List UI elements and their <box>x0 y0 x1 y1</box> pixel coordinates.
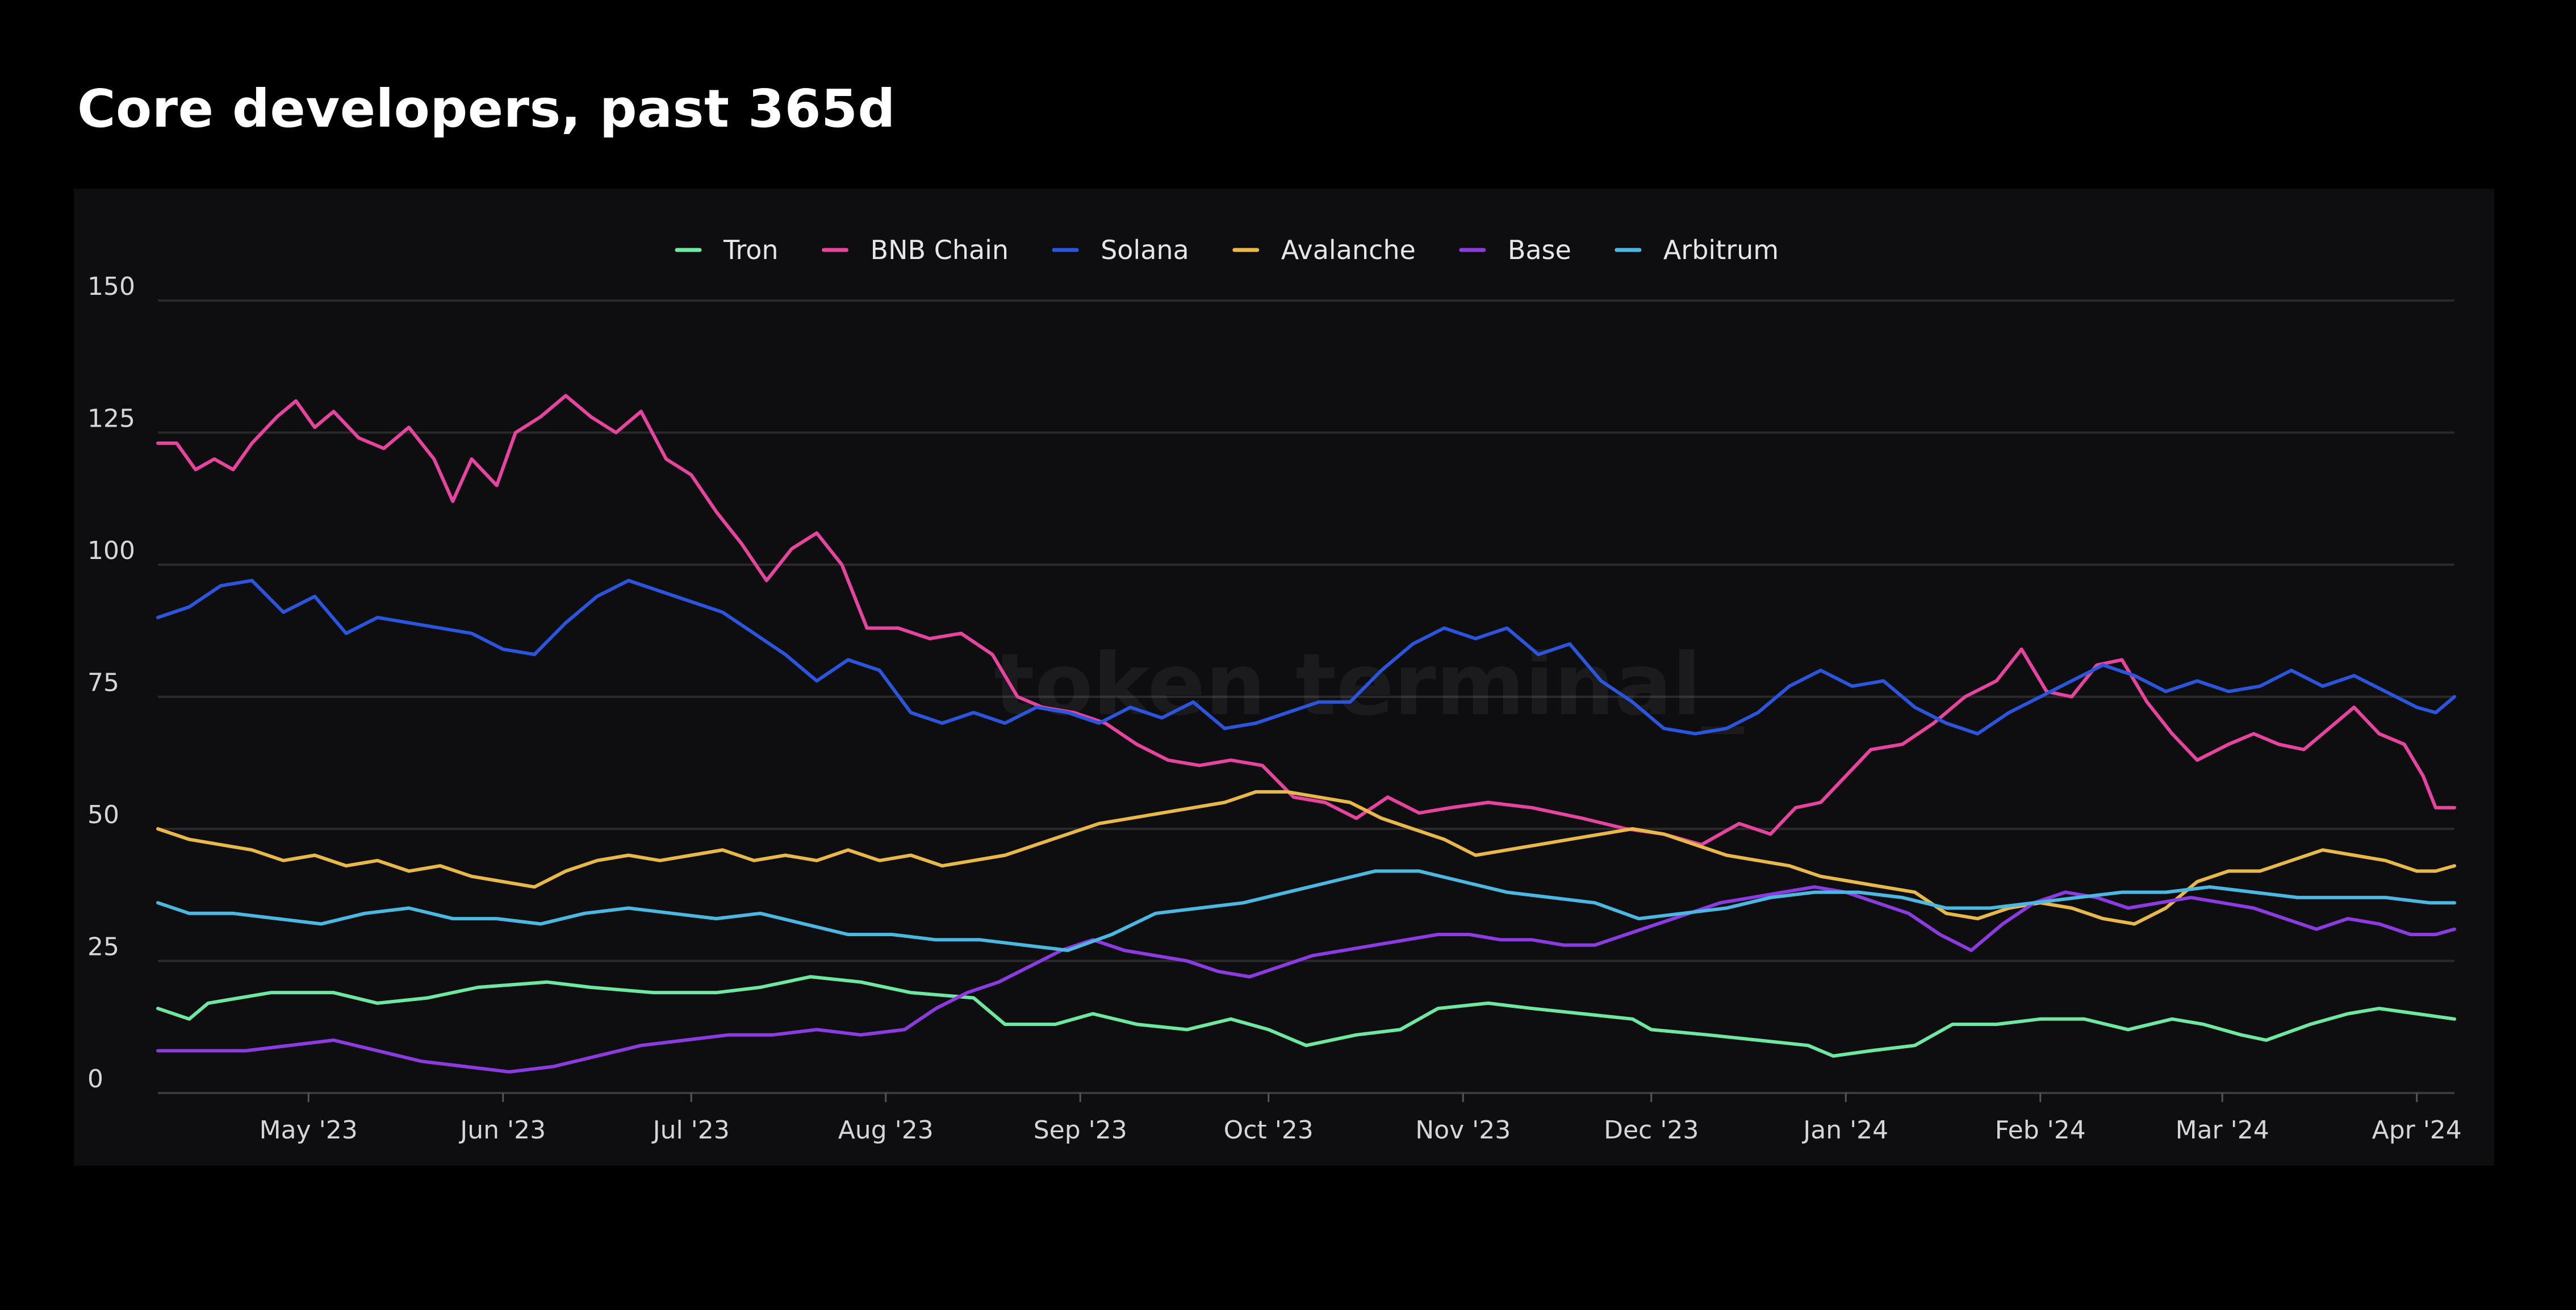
legend-label: Base <box>1508 235 1571 265</box>
legend-label: Tron <box>723 235 779 265</box>
x-tick-label: Jul '23 <box>651 1116 730 1145</box>
y-tick-label: 150 <box>87 272 135 301</box>
x-tick-label: Oct '23 <box>1224 1116 1314 1145</box>
x-tick-label: Mar '24 <box>2176 1116 2269 1145</box>
legend-item: Solana <box>1052 235 1189 265</box>
legend-label: Solana <box>1101 235 1189 265</box>
legend-item: Arbitrum <box>1615 235 1779 265</box>
legend: Tron BNB Chain Solana Avalanche Base Arbitrum <box>675 235 1779 265</box>
x-tick-label: Nov '23 <box>1415 1116 1511 1145</box>
series-line-arbitrum <box>156 869 2456 952</box>
legend-item: Base <box>1459 235 1571 265</box>
series-line-bnb-chain <box>156 394 2456 846</box>
y-tick-label: 125 <box>87 404 135 433</box>
chart-panel: 0 25 50 75 100 125 150 May '23 Jun '23 Jul '23 Au… <box>74 189 2494 1166</box>
legend-item: Avalanche <box>1232 235 1416 265</box>
y-tick-label: 25 <box>87 933 119 962</box>
legend-label: BNB Chain <box>871 235 1009 265</box>
x-tick-label: Aug '23 <box>838 1116 934 1145</box>
line-chart: 0 25 50 75 100 125 150 May '23 Jun '23 Jul '23 Au… <box>87 235 2462 1145</box>
x-tick-label: Feb '24 <box>1995 1116 2086 1145</box>
x-tick-label: Apr '24 <box>2372 1116 2462 1145</box>
y-tick-label: 100 <box>87 536 135 565</box>
x-tick-label: Sep '23 <box>1034 1116 1127 1145</box>
series-line-tron <box>156 975 2456 1058</box>
x-tick-label: Dec '23 <box>1604 1116 1699 1145</box>
legend-item: Tron <box>675 235 779 265</box>
x-tick-label: Jun '23 <box>458 1116 546 1145</box>
legend-label: Avalanche <box>1281 235 1416 265</box>
y-tick-label: 0 <box>87 1065 103 1094</box>
page-title: Core developers, past 365d <box>77 78 896 139</box>
x-tick-label: May '23 <box>260 1116 358 1145</box>
series-line-avalanche <box>156 790 2456 926</box>
grid-lines <box>158 299 2454 1094</box>
y-tick-label: 75 <box>87 669 119 698</box>
legend-label: Arbitrum <box>1663 235 1779 265</box>
y-axis: 0 25 50 75 100 125 150 <box>87 272 135 1094</box>
y-tick-label: 50 <box>87 800 119 829</box>
x-tick-label: Jan '24 <box>1801 1116 1888 1145</box>
x-axis: May '23 Jun '23 Jul '23 Aug '23 Sep '23 Oct '… <box>260 1093 2462 1145</box>
series-lines <box>156 394 2456 1074</box>
legend-item: BNB Chain <box>822 235 1009 265</box>
series-line-base <box>156 885 2456 1074</box>
series-line-solana <box>156 578 2456 736</box>
